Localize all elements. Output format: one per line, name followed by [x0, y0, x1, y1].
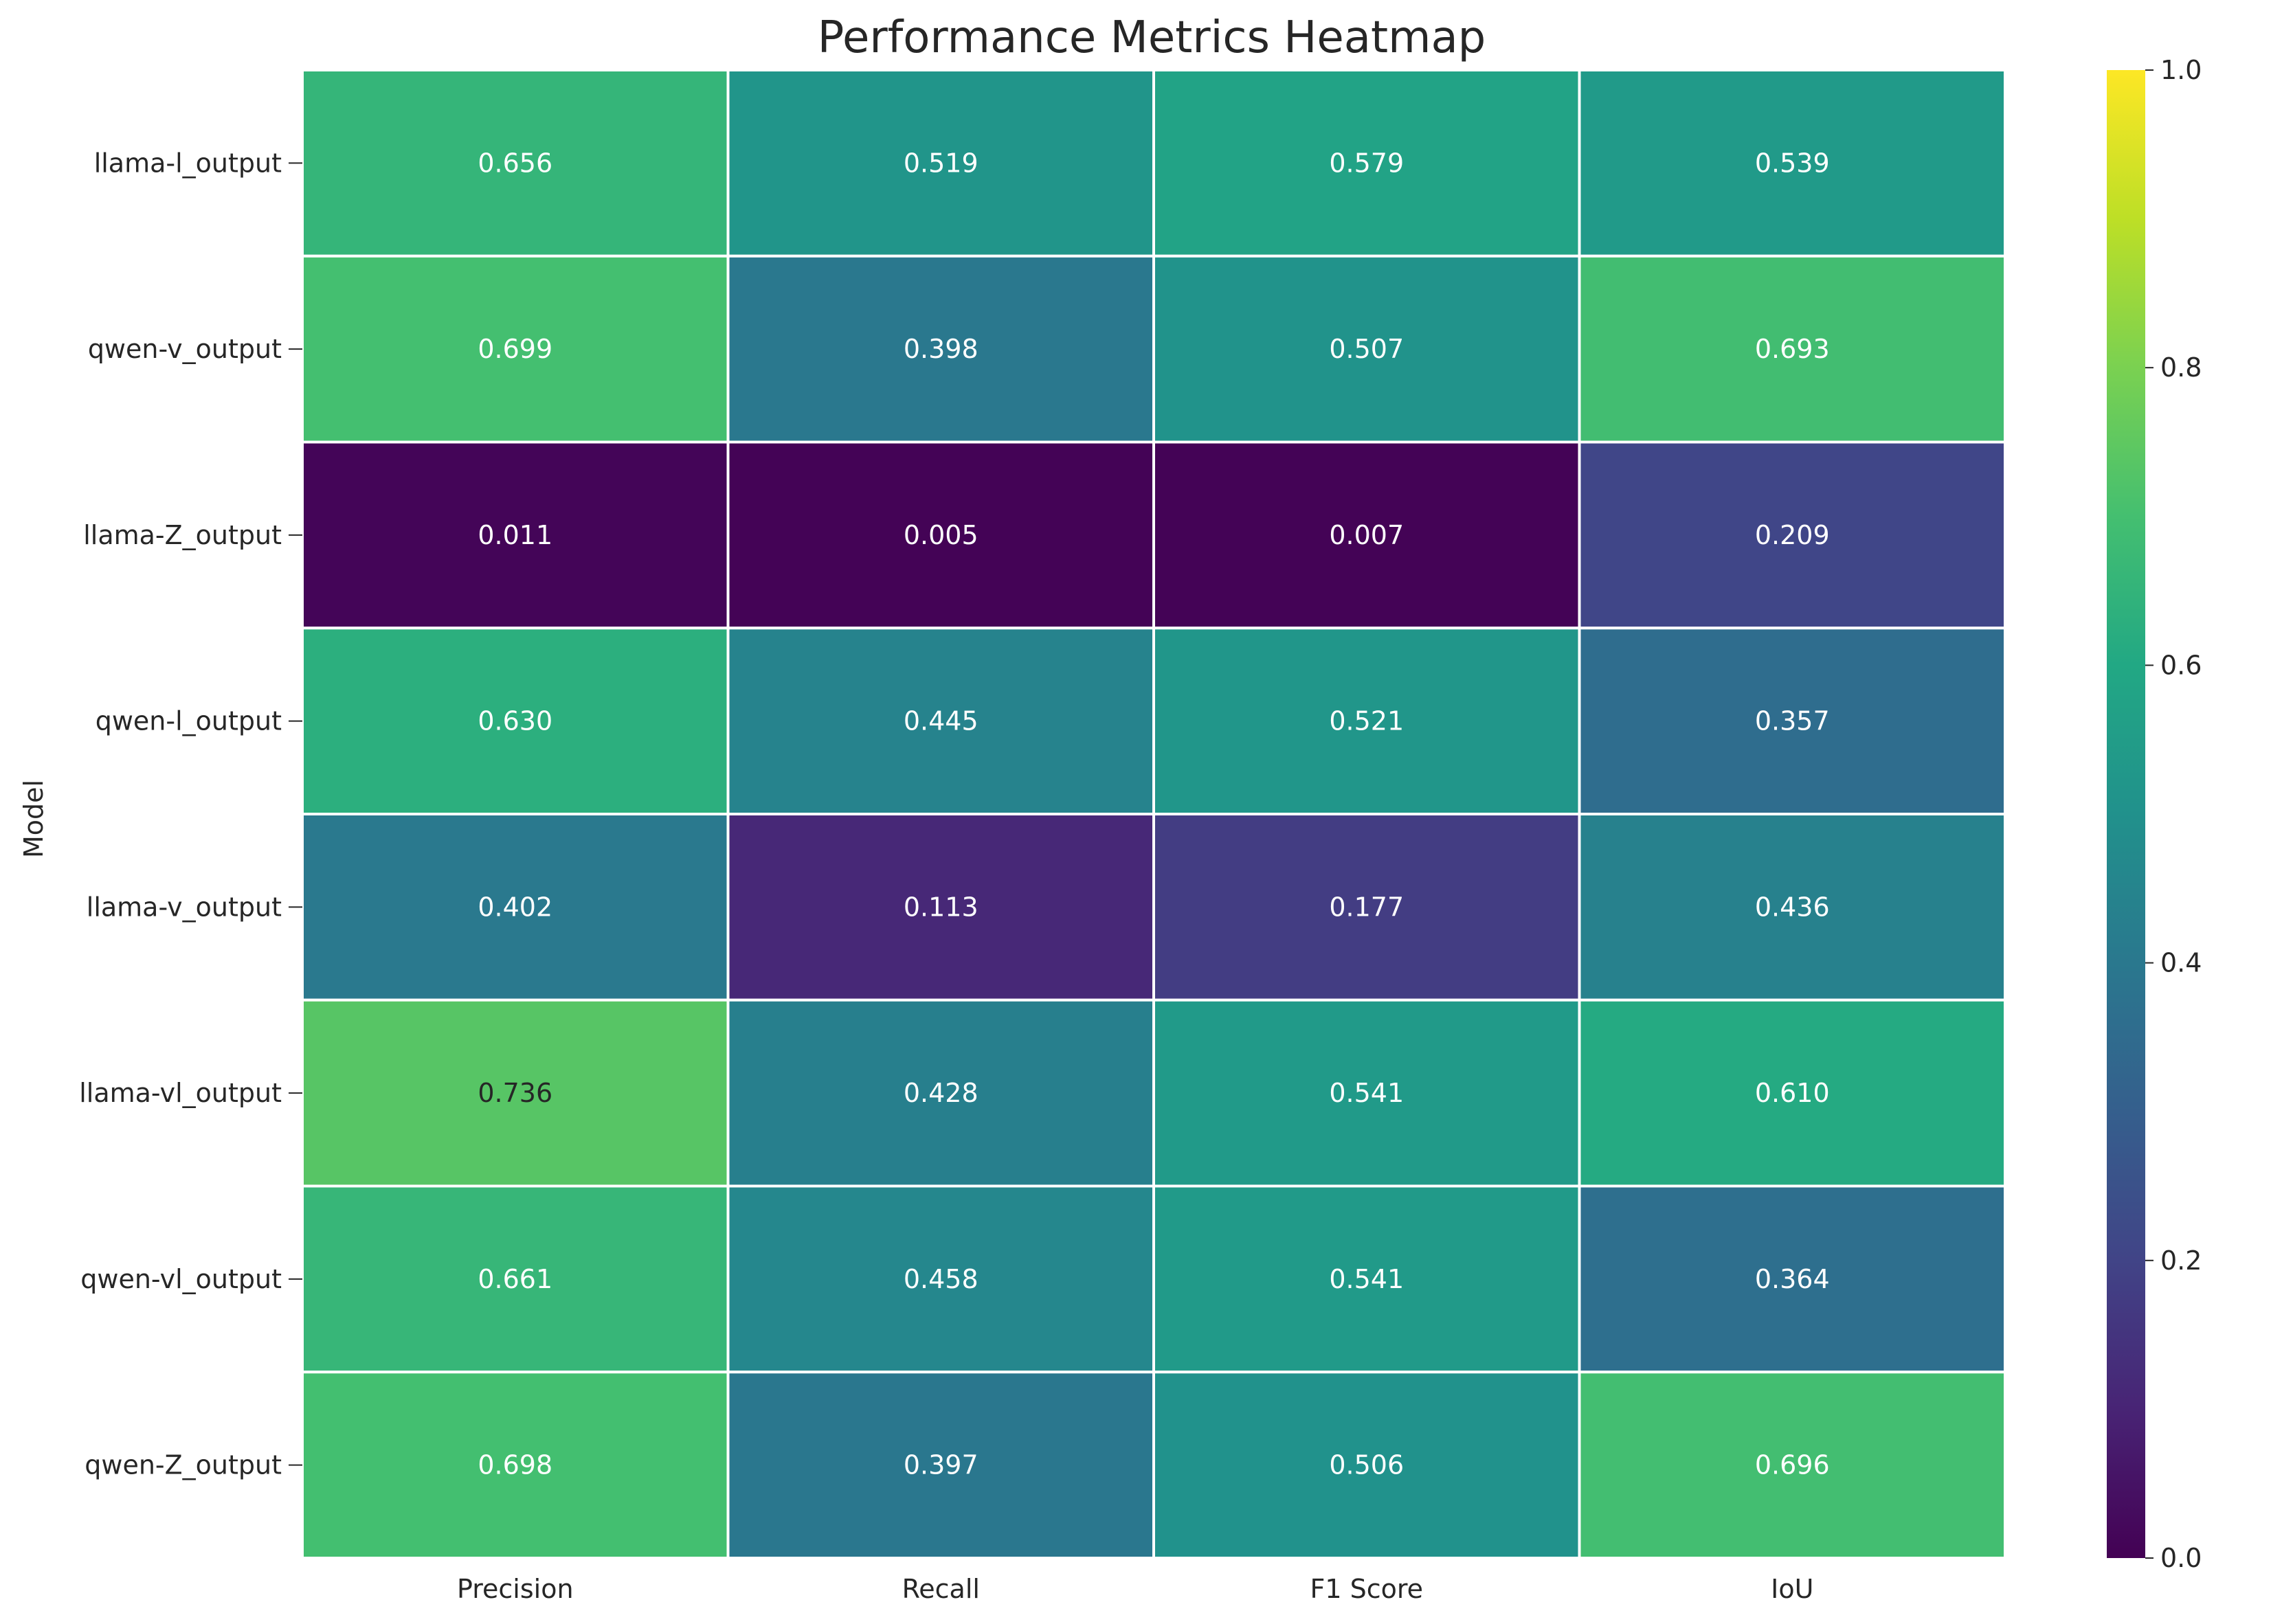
- heatmap-cell: [1578, 627, 2006, 815]
- cell-value-label: 0.610: [1755, 1078, 1830, 1108]
- row-tick-label: qwen-l_output: [96, 706, 282, 736]
- colorbar-tick-label: 1.0: [2160, 55, 2202, 85]
- column-tick-label: Recall: [902, 1574, 980, 1604]
- colorbar-tick-label: 0.0: [2160, 1543, 2202, 1573]
- cell-value-label: 0.209: [1755, 520, 1830, 550]
- heatmap-cell: [301, 254, 730, 444]
- row-tick-label: llama-l_output: [94, 148, 282, 178]
- cell-value-label: 0.402: [478, 892, 552, 922]
- heatmap-cell: [726, 440, 1155, 630]
- cell-value-label: 0.579: [1329, 148, 1404, 178]
- y-axis-label: Model: [19, 780, 49, 858]
- cell-value-label: 0.007: [1329, 520, 1404, 550]
- heatmap-cell: [1578, 813, 2006, 1002]
- heatmap-cell: [301, 813, 730, 1002]
- cell-value-label: 0.541: [1329, 1264, 1404, 1294]
- row-tick-label: qwen-vl_output: [80, 1264, 282, 1294]
- heatmap-cell: [1152, 69, 1581, 258]
- heatmap-cell: [1152, 627, 1581, 815]
- heatmap-cell: [301, 627, 730, 815]
- heatmap-cell: [1152, 1184, 1581, 1374]
- heatmap-cell: [726, 627, 1155, 815]
- heatmap-cell: [301, 69, 730, 258]
- heatmap-cell: [726, 254, 1155, 444]
- chart-title: Performance Metrics Heatmap: [818, 12, 1486, 63]
- column-tick-label: F1 Score: [1310, 1574, 1423, 1604]
- cell-value-label: 0.177: [1329, 892, 1404, 922]
- row-tick-label: qwen-Z_output: [85, 1450, 282, 1480]
- row-tick-label: llama-Z_output: [83, 520, 282, 550]
- cell-value-label: 0.113: [904, 892, 978, 922]
- heatmap-cell: [301, 1371, 730, 1559]
- colorbar: 0.0 0.2 0.4 0.6 0.8 1.0: [2107, 55, 2202, 1573]
- colorbar-tick-label: 0.6: [2160, 650, 2202, 680]
- cell-value-label: 0.357: [1755, 706, 1830, 736]
- heatmap-cell: [1578, 1184, 2006, 1374]
- column-tick-label: IoU: [1771, 1574, 1813, 1604]
- heatmap-cell: [301, 1184, 730, 1374]
- cell-value-label: 0.519: [904, 148, 978, 178]
- cell-value-label: 0.698: [478, 1450, 552, 1480]
- cell-value-label: 0.693: [1755, 334, 1830, 364]
- cell-value-label: 0.539: [1755, 148, 1830, 178]
- cell-value-label: 0.541: [1329, 1078, 1404, 1108]
- colorbar-tick-label: 0.8: [2160, 352, 2202, 383]
- colorbar-gradient: [2107, 70, 2145, 1558]
- cell-value-label: 0.696: [1755, 1450, 1830, 1480]
- heatmap-cell: [301, 998, 730, 1188]
- row-tick-label: llama-v_output: [87, 892, 282, 922]
- heatmap-cell: [1152, 1371, 1581, 1559]
- column-tick-label: Precision: [457, 1574, 574, 1604]
- cell-value-label: 0.699: [478, 334, 552, 364]
- row-labels: llama-l_output qwen-v_output llama-Z_outpu…: [79, 148, 302, 1480]
- cell-value-label: 0.005: [904, 520, 978, 550]
- heatmap-cell: [726, 998, 1155, 1188]
- cell-value-label: 0.397: [904, 1450, 978, 1480]
- row-tick-label: llama-vl_output: [79, 1078, 282, 1108]
- heatmap-cell: [1152, 813, 1581, 1002]
- heatmap-cell: [1578, 1371, 2006, 1559]
- cell-value-label: 0.521: [1329, 706, 1404, 736]
- heatmap-cell: [1578, 998, 2006, 1188]
- heatmap-cell: [1578, 440, 2006, 630]
- heatmap-cell: [1578, 69, 2006, 258]
- colorbar-tick-label: 0.2: [2160, 1245, 2202, 1276]
- cell-value-label: 0.436: [1755, 892, 1830, 922]
- heatmap-cell: [726, 69, 1155, 258]
- colorbar-tick-label: 0.4: [2160, 948, 2202, 978]
- cell-value-label: 0.458: [904, 1264, 978, 1294]
- cell-value-label: 0.445: [904, 706, 978, 736]
- cell-value-label: 0.398: [904, 334, 978, 364]
- cell-value-label: 0.507: [1329, 334, 1404, 364]
- cell-value-label: 0.011: [478, 520, 552, 550]
- cell-value-label: 0.736: [478, 1078, 552, 1108]
- cell-value-label: 0.506: [1329, 1450, 1404, 1480]
- row-tick-label: qwen-v_output: [88, 334, 282, 364]
- cell-value-label: 0.428: [904, 1078, 978, 1108]
- column-labels: Precision Recall F1 Score IoU: [457, 1574, 1813, 1604]
- heatmap-cell: [726, 813, 1155, 1002]
- heatmap-cells: 0.656 0.519 0.579 0.539 0.699 0.398 0.507 0.693…: [301, 69, 2006, 1559]
- cell-value-label: 0.661: [478, 1264, 552, 1294]
- heatmap-cell: [1578, 254, 2006, 444]
- cell-value-label: 0.364: [1755, 1264, 1830, 1294]
- cell-value-label: 0.630: [478, 706, 552, 736]
- heatmap-cell: [1152, 998, 1581, 1188]
- cell-value-label: 0.656: [478, 148, 552, 178]
